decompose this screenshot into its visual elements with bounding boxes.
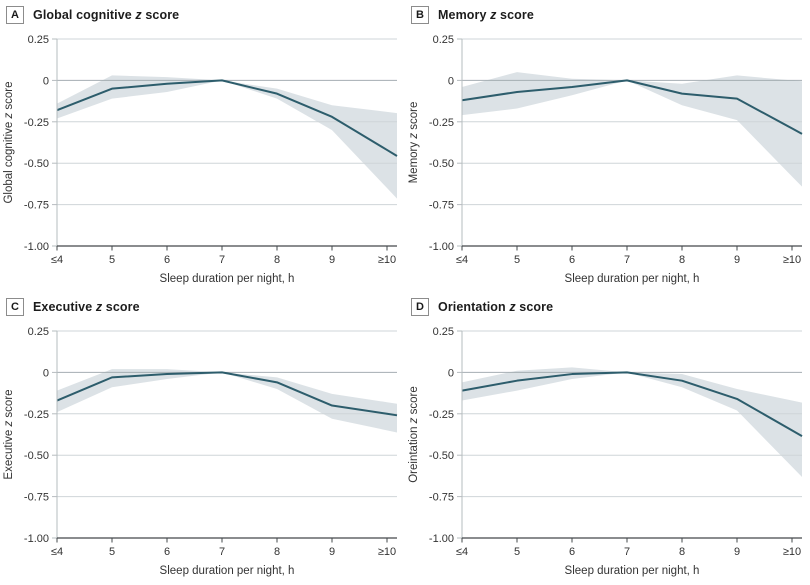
- panel-header-c: C Executive z score: [0, 292, 405, 318]
- svg-text:0.25: 0.25: [28, 326, 49, 338]
- svg-text:Memory z score: Memory z score: [408, 102, 420, 184]
- panel-header-b: B Memory z score: [405, 0, 810, 26]
- svg-text:8: 8: [679, 546, 685, 558]
- chart-memory: 0.25 0 -0.25 -0.50 -0.75 -1.00≤4 5 6 7 8 9 ≥10 Sleep…: [408, 34, 803, 285]
- svg-text:≥10: ≥10: [378, 546, 396, 558]
- svg-text:≤4: ≤4: [456, 546, 468, 558]
- svg-text:7: 7: [219, 254, 225, 266]
- svg-text:-0.25: -0.25: [24, 117, 49, 129]
- svg-text:-0.50: -0.50: [24, 158, 49, 170]
- svg-text:-1.00: -1.00: [429, 533, 454, 545]
- svg-text:Oreintation z score: Oreintation z score: [408, 386, 420, 483]
- panel-title-b: Memory z score: [438, 7, 534, 22]
- panel-label-a: A: [6, 5, 24, 24]
- svg-text:≤4: ≤4: [51, 546, 63, 558]
- svg-text:≤4: ≤4: [456, 254, 468, 266]
- svg-text:-0.50: -0.50: [429, 158, 454, 170]
- panel-header-d: D Orientation z score: [405, 292, 810, 318]
- svg-text:Sleep duration per night, h: Sleep duration per night, h: [160, 565, 295, 577]
- svg-text:Sleep duration per night, h: Sleep duration per night, h: [160, 273, 295, 285]
- svg-text:Sleep duration per night, h: Sleep duration per night, h: [565, 565, 700, 577]
- svg-text:≤4: ≤4: [51, 254, 63, 266]
- panel-orientation: D Orientation z score 0.25 0 -0.25 -0.50 -0.…: [405, 292, 810, 585]
- chart-executive: 0.25 0 -0.25 -0.50 -0.75 -1.00≤4 5 6 7 8 9 ≥10 Sleep…: [3, 326, 398, 577]
- svg-text:0: 0: [448, 367, 454, 379]
- svg-text:6: 6: [164, 254, 170, 266]
- svg-text:8: 8: [274, 254, 280, 266]
- svg-text:-0.50: -0.50: [429, 450, 454, 462]
- svg-text:9: 9: [734, 254, 740, 266]
- svg-text:0: 0: [43, 75, 49, 87]
- svg-text:9: 9: [329, 254, 335, 266]
- svg-text:-0.75: -0.75: [24, 492, 49, 504]
- svg-text:0.25: 0.25: [433, 326, 454, 338]
- panel-title-a: Global cognitive z score: [33, 7, 180, 22]
- panel-label-c: C: [6, 297, 24, 316]
- svg-text:-1.00: -1.00: [24, 241, 49, 253]
- svg-text:6: 6: [569, 254, 575, 266]
- panel-global-cognitive: A Global cognitive z score 0.25 0 -0.25 -0.…: [0, 0, 405, 292]
- svg-text:0: 0: [43, 367, 49, 379]
- svg-text:8: 8: [679, 254, 685, 266]
- svg-text:-0.25: -0.25: [429, 409, 454, 421]
- svg-text:Sleep duration per night, h: Sleep duration per night, h: [565, 273, 700, 285]
- svg-text:≥10: ≥10: [783, 254, 801, 266]
- panel-label-b: B: [411, 5, 429, 24]
- svg-text:6: 6: [164, 546, 170, 558]
- svg-text:-1.00: -1.00: [429, 241, 454, 253]
- panel-header-a: A Global cognitive z score: [0, 0, 405, 26]
- svg-text:-0.75: -0.75: [24, 200, 49, 212]
- chart-orientation: 0.25 0 -0.25 -0.50 -0.75 -1.00≤4 5 6 7 8 9 ≥10 Sleep…: [408, 326, 803, 577]
- svg-text:5: 5: [514, 546, 520, 558]
- panel-title-c: Executive z score: [33, 299, 140, 314]
- svg-text:≥10: ≥10: [783, 546, 801, 558]
- svg-text:5: 5: [109, 254, 115, 266]
- panel-executive: C Executive z score 0.25 0 -0.25 -0.50 -0.75…: [0, 292, 405, 585]
- svg-text:-0.25: -0.25: [429, 117, 454, 129]
- panel-title-d: Orientation z score: [438, 299, 554, 314]
- svg-text:5: 5: [514, 254, 520, 266]
- chart-global-cognitive: 0.25 0 -0.25 -0.50 -0.75 -1.00≤4 5 6 7 8 9 ≥10 Sleep…: [3, 34, 398, 285]
- svg-text:≥10: ≥10: [378, 254, 396, 266]
- svg-text:Executive z score: Executive z score: [3, 389, 15, 479]
- svg-text:8: 8: [274, 546, 280, 558]
- svg-text:7: 7: [624, 546, 630, 558]
- svg-text:9: 9: [329, 546, 335, 558]
- panel-memory: B Memory z score 0.25 0 -0.25 -0.50 -0.75 -1.…: [405, 0, 810, 292]
- svg-text:5: 5: [109, 546, 115, 558]
- panel-label-d: D: [411, 297, 429, 316]
- svg-text:0.25: 0.25: [433, 34, 454, 46]
- svg-text:-1.00: -1.00: [24, 533, 49, 545]
- svg-text:-0.50: -0.50: [24, 450, 49, 462]
- svg-text:0: 0: [448, 75, 454, 87]
- svg-text:9: 9: [734, 546, 740, 558]
- svg-text:0.25: 0.25: [28, 34, 49, 46]
- svg-text:6: 6: [569, 546, 575, 558]
- svg-text:-0.75: -0.75: [429, 200, 454, 212]
- svg-text:Global cognitive z score: Global cognitive z score: [3, 81, 15, 203]
- svg-text:-0.25: -0.25: [24, 409, 49, 421]
- svg-text:-0.75: -0.75: [429, 492, 454, 504]
- svg-text:7: 7: [219, 546, 225, 558]
- svg-text:7: 7: [624, 254, 630, 266]
